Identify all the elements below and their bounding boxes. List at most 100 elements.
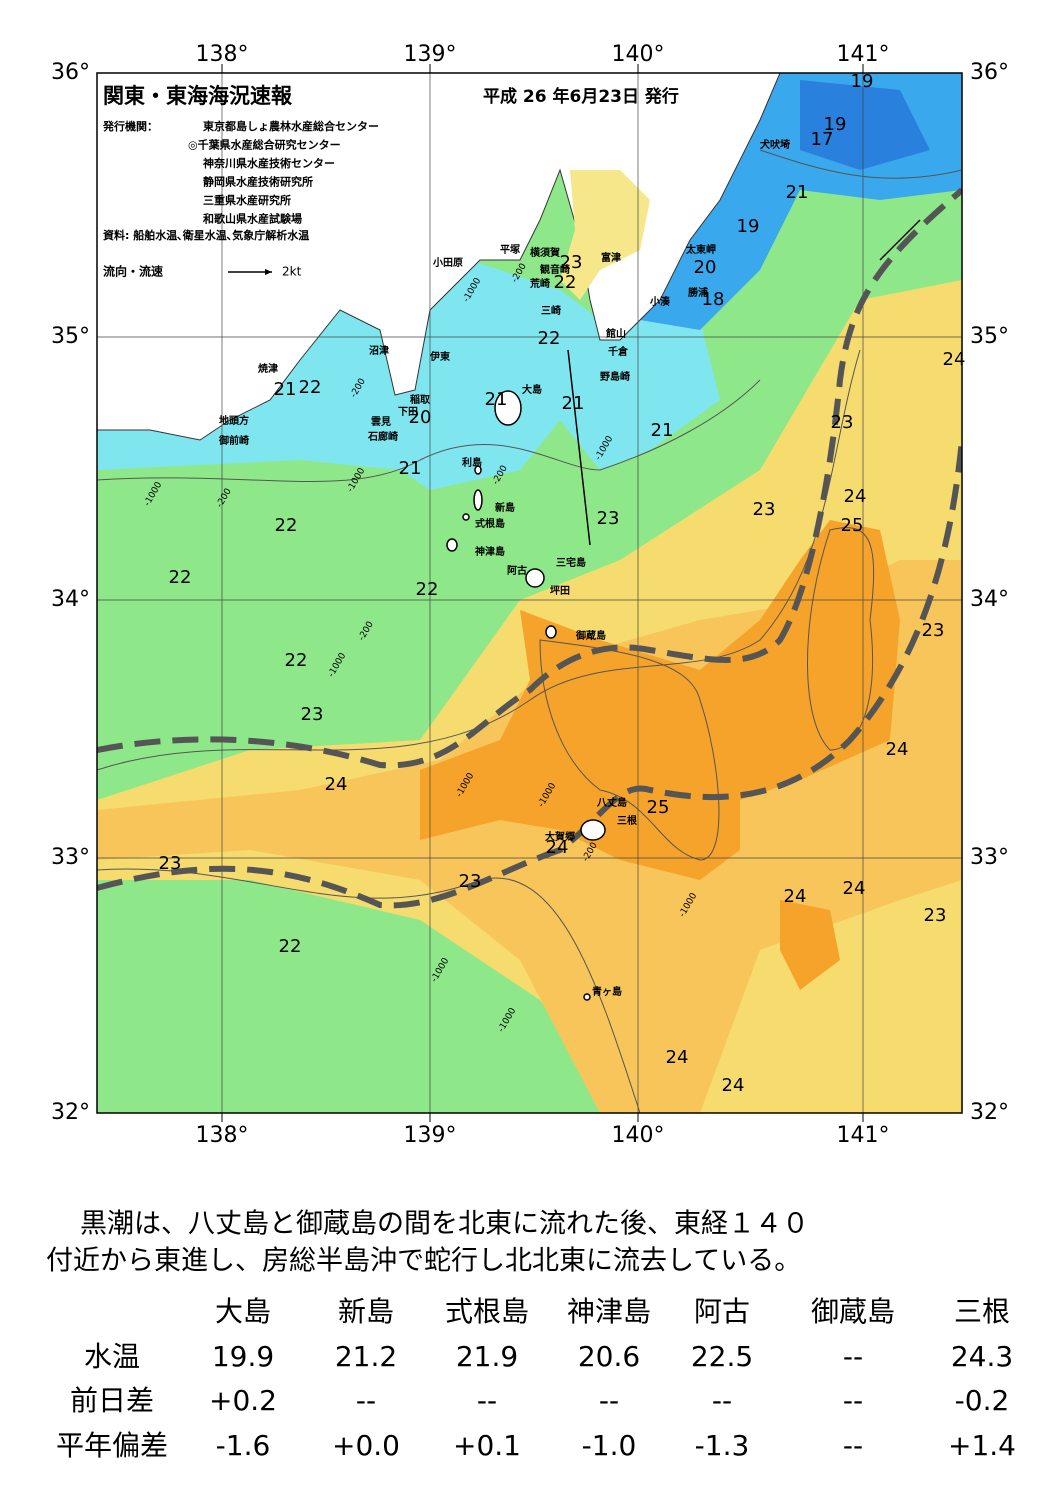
legend-label: 流向・流速	[103, 264, 163, 279]
place-name: 横須賀	[530, 246, 560, 259]
island	[583, 993, 591, 1001]
place-name: 利島	[462, 456, 482, 469]
land	[97, 73, 781, 441]
summary-line: 付近から東進し、房総半島沖で蛇行し北北東に流去している。	[46, 1246, 801, 1277]
table-cell: 19.9	[212, 1340, 274, 1373]
table-cell: 21.2	[335, 1340, 397, 1373]
publisher: ◎千葉県水産総合研究センター	[188, 138, 341, 152]
lat-label: 33°	[970, 845, 1009, 870]
temperature-label: 20	[409, 407, 432, 428]
place-name: 阿古	[507, 564, 527, 577]
island	[525, 568, 545, 588]
temperature-label: 24	[325, 774, 348, 795]
temperature-label: 23	[560, 252, 583, 273]
lat-label: 32°	[51, 1100, 90, 1125]
place-name: 荒崎	[529, 277, 550, 290]
map-area	[97, 73, 962, 1113]
island	[494, 390, 522, 426]
place-name: 富津	[601, 251, 621, 264]
place-name: 焼津	[258, 362, 278, 375]
lon-label: 140°	[612, 1123, 665, 1148]
warm-eddy	[780, 900, 840, 990]
table-header: 神津島	[567, 1295, 651, 1328]
publisher: 静岡県水産技術研究所	[203, 175, 313, 189]
table-cell: --	[477, 1384, 497, 1417]
current-arrow	[567, 349, 591, 546]
lat-label: 34°	[970, 587, 1009, 612]
row-label: 水温	[84, 1340, 140, 1373]
temperature-label: 21	[399, 458, 422, 479]
temperature-label: 22	[275, 515, 298, 536]
lat-label: 36°	[51, 60, 90, 85]
temperature-label: 23	[159, 853, 182, 874]
temperature-label: 22	[169, 567, 192, 588]
place-name: 平塚	[500, 243, 520, 256]
temperature-label: 23	[753, 499, 776, 520]
place-name: 坪田	[550, 584, 570, 597]
publisher: 三重県水産研究所	[203, 193, 291, 207]
temperature-label: 19	[851, 71, 874, 92]
table-cell: 21.9	[456, 1340, 518, 1373]
publisher: 東京都島しょ農林水産総合センター	[203, 119, 379, 133]
table-cell: +0.1	[453, 1429, 521, 1462]
table-cell: 20.6	[578, 1340, 640, 1373]
contour-line	[97, 379, 761, 483]
place-name: 小田原	[432, 256, 463, 269]
temperature-label: 20	[694, 257, 717, 278]
temperature-label: 19	[737, 216, 760, 237]
temperature-label: 18	[702, 289, 725, 310]
temperature-label: 24	[943, 349, 966, 370]
place-name: 太東岬	[685, 243, 716, 256]
data-source: 資料: 船舶水温､衛星水温､気象庁解析水温	[103, 228, 309, 242]
table-cell: --	[599, 1384, 619, 1417]
lon-label: 138°	[196, 42, 249, 67]
temperature-label: 24	[843, 878, 866, 899]
temperature-label: 24	[784, 886, 807, 907]
island	[446, 538, 458, 552]
temperature-label: 21	[651, 420, 674, 441]
publisher: 和歌山県水産試験場	[203, 212, 302, 226]
lat-label: 34°	[51, 587, 90, 612]
place-name: 稲取	[410, 393, 431, 406]
place-name: 雲見	[371, 416, 391, 428]
temperature-label: 24	[722, 1075, 745, 1096]
temperature-label: 23	[922, 620, 945, 641]
place-name: 三崎	[541, 304, 561, 317]
island	[474, 465, 482, 475]
temperature-label: 22	[554, 272, 577, 293]
place-name: 伊東	[429, 350, 450, 363]
temperature-label: 22	[279, 936, 302, 957]
lon-label: 138°	[196, 1123, 249, 1148]
place-name: 式根島	[475, 517, 505, 530]
lat-label: 32°	[970, 1100, 1009, 1125]
table-cell: -0.2	[955, 1384, 1010, 1417]
table-cell: +1.4	[948, 1429, 1016, 1462]
temperature-label: 24	[546, 837, 569, 858]
publisher-label: 発行機関：	[102, 119, 158, 133]
place-name: 小湊	[649, 295, 671, 308]
table-cell: +0.2	[209, 1384, 277, 1417]
table-cell: --	[712, 1384, 732, 1417]
lon-label: 140°	[612, 42, 665, 67]
place-name: 石廊崎	[367, 430, 398, 443]
issue-date: 平成 26 年6月23日 発行	[483, 86, 679, 107]
temperature-label: 23	[459, 871, 482, 892]
table-cell: -1.3	[695, 1429, 750, 1462]
row-label: 前日差	[70, 1384, 154, 1417]
lat-label: 35°	[970, 324, 1009, 349]
temperature-label: 22	[299, 377, 322, 398]
temperature-label: 22	[538, 328, 561, 349]
map-frame	[96, 72, 963, 1114]
place-name: 三根	[617, 814, 637, 827]
place-name: 千倉	[608, 345, 629, 358]
table-header: 新島	[338, 1295, 394, 1328]
lat-label: 36°	[970, 60, 1009, 85]
legend-speed: 2kt	[282, 265, 302, 279]
temperature-label: 24	[666, 1047, 689, 1068]
temperature-label: 17	[811, 129, 834, 150]
place-name: 野島崎	[600, 370, 630, 383]
island	[580, 819, 606, 841]
table-header: 三根	[954, 1295, 1010, 1328]
current-arrow	[879, 219, 921, 261]
